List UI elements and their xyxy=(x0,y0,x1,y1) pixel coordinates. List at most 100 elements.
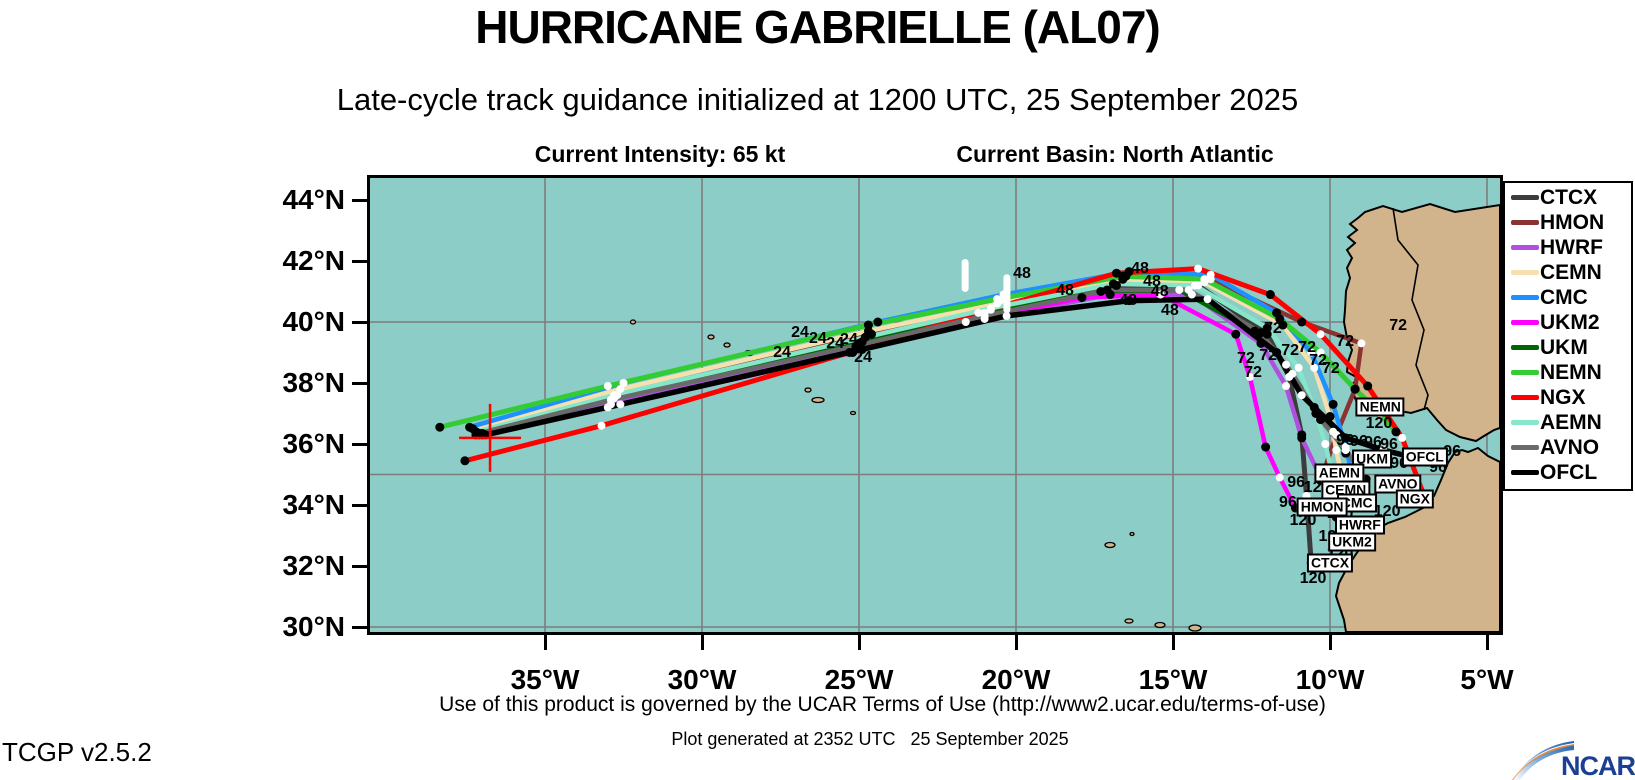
endpoint-label-AVNO: AVNO xyxy=(1374,474,1422,494)
y-axis-tick xyxy=(352,564,367,568)
y-axis-tick xyxy=(352,503,367,507)
black-24h-dot-AEMN xyxy=(1262,323,1272,333)
y-axis-tick xyxy=(352,442,367,446)
white-12h-dot-NGX xyxy=(597,421,606,430)
endpoint-label-NEMN: NEMN xyxy=(1355,397,1405,417)
black-24h-dot-CMC xyxy=(873,317,883,327)
forecast-hour-label: 48 xyxy=(1056,282,1074,299)
legend-label-CEMN: CEMN xyxy=(1540,260,1602,284)
white-12h-dot-AVNO xyxy=(1341,446,1350,455)
y-tick-label: 34°N xyxy=(282,489,345,520)
forecast-hour-label: 72 xyxy=(1244,364,1262,381)
endpoint-label-UKM2: UKM2 xyxy=(1328,532,1376,552)
map-plot-area: 24 24 24 24 24 24 48 48 48 48 48 48 48 72 72 72 72 72 72 72… xyxy=(367,175,1503,635)
legend-label-UKM: UKM xyxy=(1540,335,1588,359)
black-24h-dot-OFCL xyxy=(1272,348,1282,357)
black-24h-dot-HWRF xyxy=(1297,433,1307,443)
y-tick-label: 44°N xyxy=(282,184,345,215)
white-12h-dot-NGX xyxy=(1194,264,1203,273)
x-axis-tick xyxy=(1171,635,1175,650)
forecast-hour-label: 120 xyxy=(1300,570,1327,587)
forecast-hour-label: 72 xyxy=(1336,333,1354,350)
legend-item-UKM: UKM xyxy=(1511,335,1631,360)
black-24h-dot-NEMN xyxy=(1391,427,1401,437)
black-24h-dot-NEMN xyxy=(435,422,445,432)
white-12h-dot-HWRF xyxy=(1282,382,1291,391)
legend-item-NEMN: NEMN xyxy=(1511,360,1631,385)
white-12h-dot-CMC xyxy=(1307,348,1316,357)
forecast-hour-label: 96 xyxy=(1336,432,1354,449)
legend-item-OFCL: OFCL xyxy=(1511,460,1631,485)
x-tick-label: 25°W xyxy=(824,664,894,695)
legend-label-AEMN: AEMN xyxy=(1540,410,1602,434)
white-12h-dot-NEMN xyxy=(1200,275,1209,284)
endpoint-label-HMON: HMON xyxy=(1296,497,1348,517)
forecast-hour-label: 72 xyxy=(1322,360,1340,377)
forecast-hour-label: 48 xyxy=(1119,292,1137,309)
legend-line-sample-UKM xyxy=(1511,345,1539,350)
endpoint-label-AEMN: AEMN xyxy=(1314,463,1365,483)
black-24h-dot-AEMN xyxy=(860,332,870,342)
x-tick-label: 20°W xyxy=(981,664,1051,695)
y-axis-tick xyxy=(352,198,367,202)
y-axis-tick xyxy=(352,381,367,385)
white-12h-dot-OFCL xyxy=(616,400,625,409)
black-24h-dot-CMC xyxy=(465,422,475,432)
legend-item-AVNO: AVNO xyxy=(1511,435,1631,460)
white-12h-dot-OFCL xyxy=(1203,295,1212,304)
white-12h-dot-UKM2 xyxy=(1275,473,1284,482)
x-axis-tick xyxy=(857,635,861,650)
forecast-hour-label: 48 xyxy=(1151,283,1169,300)
x-axis-tick xyxy=(1328,635,1332,650)
model-legend: CTCX HMON HWRF CEMN CMC UKM2 UKM NEMN NGX AEMN AVN… xyxy=(1503,181,1633,491)
black-24h-dot-UKM2 xyxy=(1261,442,1271,452)
x-tick-label: 35°W xyxy=(510,664,580,695)
forecast-hour-label: 96 xyxy=(1364,434,1382,451)
black-24h-dot-NGX xyxy=(1363,381,1373,391)
white-12h-dot-CEMN xyxy=(1332,446,1341,455)
white-12h-dot-CEMN xyxy=(1310,363,1319,372)
black-24h-dot-NGX xyxy=(1265,290,1275,300)
white-12h-dot-AEMN xyxy=(1321,440,1330,448)
island xyxy=(804,387,812,393)
x-tick-label: 10°W xyxy=(1295,664,1365,695)
forecast-hour-label: 48 xyxy=(1161,302,1179,319)
legend-label-CMC: CMC xyxy=(1540,285,1588,309)
white-12h-dot-AVNO xyxy=(1184,285,1193,294)
forecast-hour-label: 72 xyxy=(1281,342,1299,359)
legend-label-UKM2: UKM2 xyxy=(1540,310,1600,334)
white-12h-dot-CMC xyxy=(1206,270,1215,279)
white-12h-dot-AVNO xyxy=(1288,369,1297,378)
white-12h-dot-NEMN xyxy=(603,382,612,391)
island xyxy=(1124,618,1134,624)
white-12h-dot-NGX xyxy=(974,308,983,317)
legend-line-sample-NEMN xyxy=(1511,370,1539,375)
legend-item-HWRF: HWRF xyxy=(1511,235,1631,260)
current-basin-label: Current Basin: North Atlantic xyxy=(956,141,1274,167)
ncar-logo: NCAR xyxy=(1512,740,1635,780)
iberia-landmass xyxy=(1342,202,1500,443)
legend-line-sample-CMC xyxy=(1511,295,1539,300)
forecast-hour-label: 72 xyxy=(1264,320,1282,337)
forecast-hour-label: 96 xyxy=(1350,433,1368,450)
white-12h-dot-AEMN xyxy=(986,304,995,313)
black-24h-dot-CMC xyxy=(1124,267,1134,277)
generated-timestamp: Plot generated at 2352 UTC 25 September … xyxy=(671,729,1069,749)
black-24h-dot-AVNO xyxy=(1316,415,1326,425)
forecast-hour-label: 72 xyxy=(1389,317,1407,334)
black-24h-dot-NGX xyxy=(1111,268,1121,278)
island xyxy=(811,396,825,404)
black-24h-dot-UKM2 xyxy=(1077,293,1087,303)
legend-label-AVNO: AVNO xyxy=(1540,435,1600,459)
black-24h-dot-OFCL xyxy=(1124,296,1134,306)
tcgp-version: TCGP v2.5.2 xyxy=(2,737,152,767)
legend-line-sample-CEMN xyxy=(1511,270,1539,275)
forecast-hour-label: 96 xyxy=(1380,436,1398,453)
legend-item-AEMN: AEMN xyxy=(1511,410,1631,435)
legend-item-CMC: CMC xyxy=(1511,285,1631,310)
black-24h-dot-OFCL xyxy=(1341,433,1351,443)
black-24h-dot-CMC xyxy=(1328,399,1338,409)
x-tick-label: 30°W xyxy=(667,664,737,695)
endpoint-label-NGX: NGX xyxy=(1395,489,1434,509)
